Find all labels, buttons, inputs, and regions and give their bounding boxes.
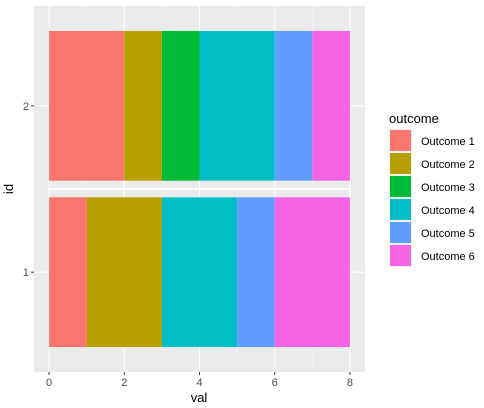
- legend-title: outcome: [389, 111, 439, 126]
- bar-segment-id1-outcome-1: [49, 197, 87, 348]
- bar-segment-id2-outcome-5: [274, 30, 313, 181]
- legend-label: Outcome 2: [421, 159, 475, 171]
- bar-segment-id1-outcome-6: [274, 197, 350, 348]
- legend-swatch-outcome-3: [390, 176, 411, 197]
- legend-swatch-outcome-2: [390, 153, 411, 174]
- legend-label: Outcome 1: [421, 136, 475, 148]
- bar-segment-id2-outcome-3: [161, 30, 200, 181]
- x-tick-label: 8: [347, 377, 353, 389]
- y-axis-title: id: [1, 184, 16, 194]
- x-axis-title: val: [191, 390, 208, 405]
- legend-label: Outcome 5: [421, 228, 475, 240]
- legend-swatch-outcome-6: [390, 245, 411, 266]
- legend-swatch-outcome-4: [390, 199, 411, 220]
- bar-segment-id2-outcome-1: [49, 30, 125, 181]
- y-tick-label: 1: [23, 267, 29, 279]
- bar-segment-id1-outcome-5: [237, 197, 275, 348]
- legend-label: Outcome 3: [421, 182, 475, 194]
- x-tick-label: 4: [196, 377, 202, 389]
- bar-segment-id2-outcome-4: [199, 30, 275, 181]
- y-tick-label: 2: [23, 101, 29, 113]
- legend-label: Outcome 4: [421, 205, 475, 217]
- legend-swatch-outcome-5: [390, 222, 411, 243]
- bar-segment-id1-outcome-2: [86, 197, 162, 348]
- x-tick-label: 6: [272, 377, 278, 389]
- axis-layer: 0 2 4 6 8 1 2: [23, 101, 353, 389]
- bar-segment-id2-outcome-2: [124, 30, 162, 181]
- x-tick-label: 2: [121, 377, 127, 389]
- legend: Outcome 1 Outcome 2 Outcome 3 Outcome 4 Outc…: [389, 129, 475, 267]
- legend-swatch-outcome-1: [390, 130, 411, 151]
- bar-segment-id1-outcome-4: [161, 197, 238, 348]
- x-tick-label: 0: [46, 377, 52, 389]
- bar-segment-id2-outcome-6: [312, 30, 350, 181]
- bars-layer: [49, 30, 350, 348]
- legend-label: Outcome 6: [421, 251, 475, 263]
